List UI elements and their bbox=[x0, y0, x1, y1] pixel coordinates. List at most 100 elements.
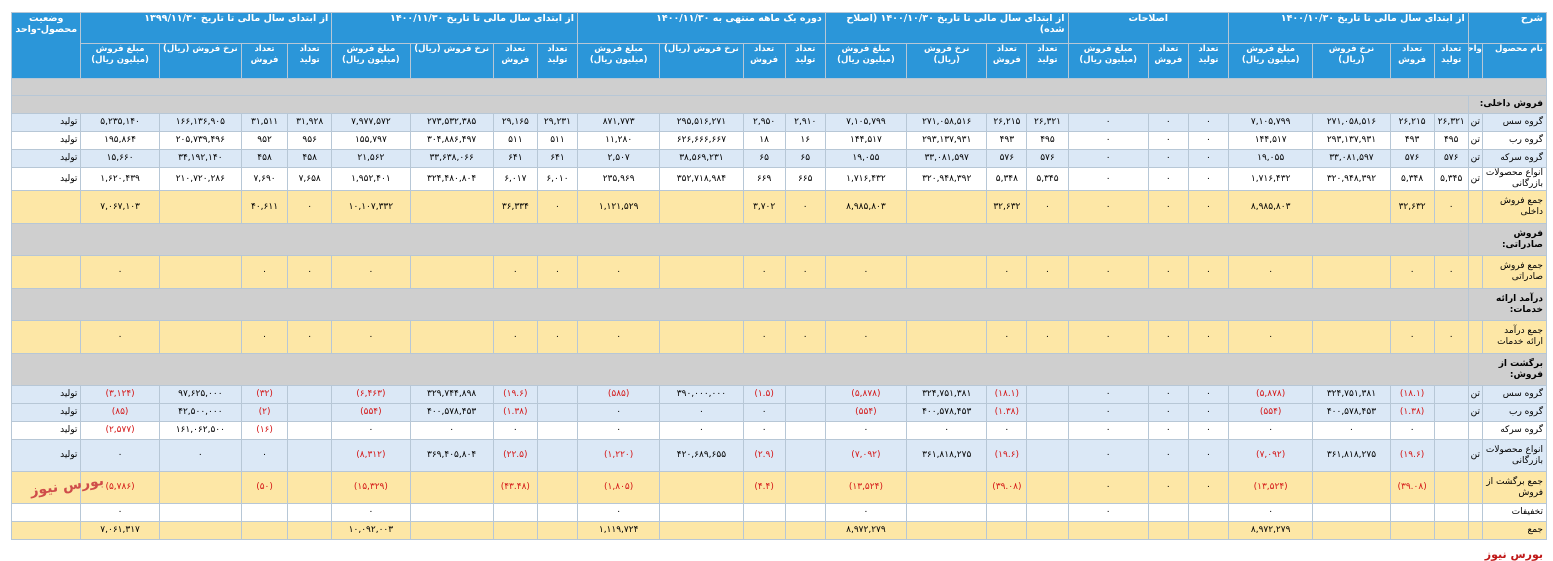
value-cell: ۶۶۵ bbox=[784, 167, 826, 191]
col-group-ytd-1400-10-30: از ابتدای سال مالی تا تاریخ ۱۴۰۰/۱۰/۳۰ bbox=[1228, 12, 1469, 44]
value-cell bbox=[158, 320, 242, 354]
value-cell: ۰ bbox=[824, 503, 908, 522]
product-status: تولید bbox=[10, 167, 82, 191]
table-row: گروه سرکه ۰ ۰ ۰ ۰ ۰ ۰ ۰ ۰ ۰ ۰ ۰ ۰ ۰ ۰ ۰ (۱۶) ۱۶۱,۰۶۲,۵۰۰(… bbox=[10, 421, 1548, 440]
value-cell: ۰ bbox=[1228, 255, 1314, 289]
value-cell bbox=[158, 190, 242, 224]
value-cell bbox=[1433, 471, 1469, 504]
value-cell: ۱۰,۱۰۷,۳۳۲ bbox=[331, 190, 411, 224]
col-sales-rate: نرخ فروش (ریال) bbox=[1312, 43, 1391, 79]
header-row-groups: شرح از ابتدای سال مالی تا تاریخ ۱۴۰۰/۱۰/… bbox=[10, 12, 1548, 79]
unit-cell bbox=[1467, 421, 1483, 440]
unit-cell: تن bbox=[1467, 403, 1483, 422]
value-cell: (۱۸.۱) bbox=[986, 385, 1028, 404]
table-row: تخفیفات ۰ ۰ ۰ ۰ ۰ ۰ bbox=[10, 503, 1548, 522]
value-cell: ۰ bbox=[492, 320, 538, 354]
product-status bbox=[10, 255, 82, 289]
value-cell: ۸,۹۷۲,۲۷۹ bbox=[824, 521, 908, 540]
value-cell: ۳۱,۹۲۸ bbox=[287, 113, 333, 132]
product-status: تولید bbox=[10, 439, 82, 472]
value-cell: ۳۱,۵۱۱ bbox=[240, 113, 289, 132]
value-cell: ۳۲,۶۳۲ bbox=[986, 190, 1028, 224]
value-cell: ۰ bbox=[1389, 320, 1435, 354]
value-cell: ۰ bbox=[1147, 320, 1189, 354]
value-cell bbox=[1312, 320, 1391, 354]
value-cell: ۰ bbox=[536, 190, 579, 224]
product-status: تولید bbox=[10, 113, 82, 132]
value-cell: ۴۵۸ bbox=[240, 149, 289, 168]
product-status bbox=[10, 503, 82, 522]
value-cell: ۳۳,۶۳۸,۰۶۶ bbox=[409, 149, 494, 168]
value-cell bbox=[784, 521, 826, 540]
value-cell: ۷,۶۹۰ bbox=[240, 167, 289, 191]
value-cell: (۱,۲۲۰) bbox=[576, 439, 661, 472]
value-cell: ۰ bbox=[576, 255, 661, 289]
value-cell: ۰ bbox=[1147, 421, 1189, 440]
value-cell: (۱۳,۵۲۴) bbox=[824, 471, 908, 504]
value-cell bbox=[1026, 403, 1069, 422]
value-cell: ۱,۱۱۹,۷۲۴ bbox=[576, 521, 661, 540]
value-cell: ۰ bbox=[742, 421, 786, 440]
value-cell: ۰ bbox=[1067, 167, 1149, 191]
product-status: تولید bbox=[10, 403, 82, 422]
value-cell: ۰ bbox=[1147, 149, 1189, 168]
value-cell: ۳۵۲,۷۱۸,۹۸۴ bbox=[659, 167, 744, 191]
value-cell: ۰ bbox=[1187, 167, 1230, 191]
value-cell: (۱,۸۰۵) bbox=[576, 471, 661, 504]
value-cell bbox=[287, 403, 333, 422]
value-cell: ۸,۹۸۵,۸۰۳ bbox=[1228, 190, 1314, 224]
value-cell: ۶۵ bbox=[784, 149, 826, 168]
value-cell: ۰ bbox=[1067, 149, 1149, 168]
product-status: تولید bbox=[10, 131, 82, 150]
section-header-row: درآمد ارائه خدمات: bbox=[11, 288, 1548, 321]
value-cell bbox=[1312, 471, 1391, 504]
value-cell: (۲.۹) bbox=[742, 439, 786, 472]
col-sales-amount: مبلغ فروش (میلیون ریال) bbox=[331, 43, 411, 79]
value-cell: ۱۹,۰۵۵ bbox=[1228, 149, 1314, 168]
value-cell: ۲۹,۱۶۵ bbox=[492, 113, 538, 132]
value-cell: ۰ bbox=[240, 320, 289, 354]
product-name: گروه سرکه bbox=[1481, 149, 1548, 168]
value-cell bbox=[986, 503, 1028, 522]
value-cell bbox=[536, 403, 579, 422]
product-name: گروه رب bbox=[1481, 131, 1548, 150]
unit-cell bbox=[1467, 471, 1483, 504]
value-cell: ۰ bbox=[492, 421, 538, 440]
col-group-ytd-corrected: از ابتدای سال مالی تا تاریخ ۱۴۰۰/۱۰/۳۰ (… bbox=[824, 12, 1069, 44]
col-production-qty: تعداد تولید bbox=[784, 43, 826, 79]
value-cell: ۰ bbox=[742, 320, 786, 354]
value-cell: ۳۲۴,۴۸۰,۸۰۴ bbox=[409, 167, 494, 191]
value-cell: ۰ bbox=[1187, 131, 1230, 150]
section-title: فروش صادراتی: bbox=[1467, 223, 1548, 256]
value-cell: ۱۱,۲۸۰ bbox=[576, 131, 661, 150]
value-cell bbox=[1389, 503, 1435, 522]
value-cell: ۰ bbox=[784, 190, 826, 224]
value-cell: ۵۷۶ bbox=[986, 149, 1028, 168]
value-cell: ۲۳۵,۹۶۹ bbox=[576, 167, 661, 191]
value-cell: ۳۲۴,۷۵۱,۳۸۱ bbox=[1312, 385, 1391, 404]
value-cell: ۵۷۶ bbox=[1026, 149, 1069, 168]
value-cell: ۵۷۶ bbox=[1433, 149, 1469, 168]
value-cell: ۰ bbox=[1147, 385, 1189, 404]
section-title: برگشت از فروش: bbox=[1467, 353, 1548, 386]
value-cell: ۲۷۱,۰۵۸,۵۱۶ bbox=[906, 113, 988, 132]
value-cell: ۷,۹۷۷,۵۷۲ bbox=[331, 113, 411, 132]
value-cell: ۰ bbox=[1433, 255, 1469, 289]
table-row: گروه رب تن (۱.۳۸) ۴۰۰,۵۷۸,۴۵۳ (۵۵۴) ۰ ۰ ۰ (۱.۳۸)… bbox=[10, 403, 1548, 422]
value-cell: ۶,۰۱۷ bbox=[492, 167, 538, 191]
value-cell: ۳,۷۰۲ bbox=[742, 190, 786, 224]
value-cell: ۱,۷۱۶,۴۳۲ bbox=[824, 167, 908, 191]
value-cell: ۲۶,۳۲۱ bbox=[1026, 113, 1069, 132]
value-cell: ۰ bbox=[1228, 421, 1314, 440]
value-cell: ۸,۹۸۵,۸۰۳ bbox=[824, 190, 908, 224]
table-row: انواع محصولات بازرگانی تن ۵,۳۴۵ ۵,۳۴۸ ۳۲۰,۹۴… bbox=[10, 167, 1548, 191]
value-cell: ۰ bbox=[1147, 167, 1189, 191]
value-cell: ۴۰۰,۵۷۸,۴۵۳ bbox=[1312, 403, 1391, 422]
value-cell: (۸,۳۱۲) bbox=[331, 439, 411, 472]
col-sales-amount: مبلغ فروش (میلیون ریال) bbox=[824, 43, 908, 79]
unit-cell: تن bbox=[1467, 113, 1483, 132]
value-cell bbox=[409, 320, 494, 354]
value-cell: ۱۶۱,۰۶۲,۵۰۰ bbox=[158, 421, 242, 440]
value-cell: ۰ bbox=[1067, 320, 1149, 354]
value-cell: (۵۵۴) bbox=[331, 403, 411, 422]
